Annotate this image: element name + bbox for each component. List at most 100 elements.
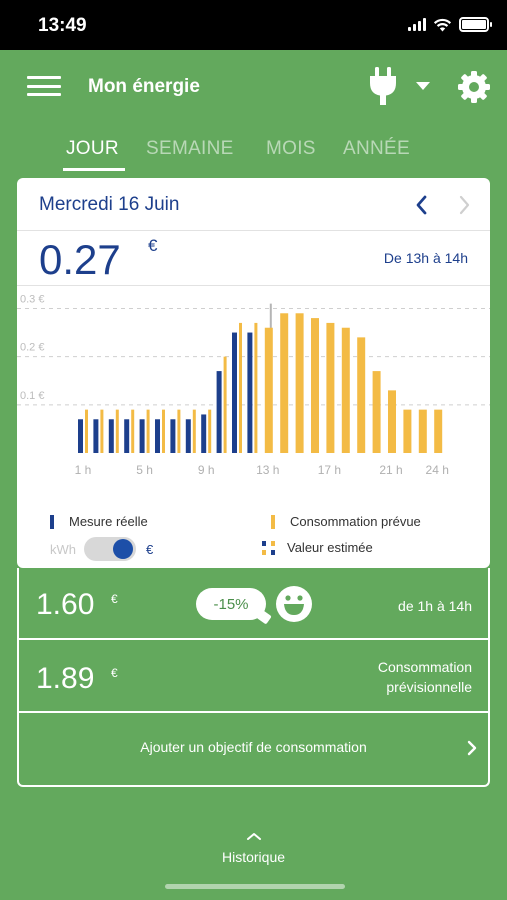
bar-measured bbox=[201, 414, 207, 453]
page-title: Mon énergie bbox=[88, 76, 200, 97]
forecast-consumption-row: 1.89 € Consommation prévisionnelle bbox=[19, 640, 488, 713]
smiley-icon bbox=[276, 586, 312, 622]
bar-forecast bbox=[372, 371, 381, 453]
legend-estimated: Valeur estimée bbox=[262, 540, 373, 555]
hourly-consumption-chart[interactable]: 0.3 € 0.2 € 0.1 € 1 h 5 h 9 h 13 h 17 h 21 h 24 h bbox=[17, 286, 490, 506]
bar-measured bbox=[93, 419, 99, 453]
comparison-percent: -15% bbox=[213, 595, 249, 613]
selected-hour-currency: € bbox=[148, 236, 158, 255]
day-card: Mercredi 16 Juin 0.27 € De 13h à 14h 0.3… bbox=[17, 178, 490, 568]
chevron-up-icon bbox=[246, 833, 261, 840]
add-goal-label: Ajouter un objectif de consommation bbox=[140, 739, 367, 755]
bar-measured bbox=[232, 332, 237, 453]
tab-jour[interactable]: JOUR bbox=[66, 138, 119, 159]
chevron-right-icon[interactable] bbox=[454, 194, 474, 216]
bar-forecast bbox=[357, 337, 366, 453]
bar-forecast bbox=[254, 322, 258, 453]
app-header: Mon énergie bbox=[0, 50, 507, 122]
status-icons bbox=[408, 17, 492, 32]
bar-measured bbox=[170, 419, 176, 453]
unit-toggle[interactable] bbox=[84, 537, 136, 561]
toggle-knob bbox=[113, 539, 133, 559]
bar-forecast bbox=[162, 409, 165, 453]
chevron-down-icon[interactable] bbox=[416, 82, 430, 90]
selected-hour-value: 0.27 bbox=[39, 236, 121, 283]
bar-measured bbox=[247, 332, 253, 453]
x-tick-label: 5 h bbox=[136, 463, 153, 477]
bar-measured bbox=[78, 419, 83, 453]
card-header: Mercredi 16 Juin bbox=[17, 178, 490, 231]
bar-forecast bbox=[146, 409, 150, 453]
x-tick-label: 1 h bbox=[75, 463, 92, 477]
bar-measured bbox=[155, 419, 160, 453]
legend-swatch-estimated bbox=[262, 540, 276, 555]
gear-icon[interactable] bbox=[457, 70, 491, 104]
battery-icon bbox=[459, 17, 492, 32]
bar-measured bbox=[185, 419, 191, 453]
x-tick-label: 17 h bbox=[318, 463, 341, 477]
forecast-caption-line1: Consommation bbox=[377, 659, 472, 675]
tab-mois[interactable]: MOIS bbox=[266, 138, 316, 159]
bar-forecast bbox=[131, 409, 135, 453]
forecast-caption-line2: prévisionnelle bbox=[386, 679, 472, 695]
bar-forecast bbox=[192, 409, 196, 453]
unit-toggle-row: kWh € bbox=[50, 537, 153, 561]
actual-value: 1.60 bbox=[36, 588, 95, 621]
history-button[interactable]: Historique bbox=[0, 828, 507, 865]
legend-swatch-measured bbox=[50, 514, 54, 529]
plug-icon[interactable] bbox=[367, 67, 399, 105]
bar-forecast bbox=[388, 390, 396, 453]
selected-hour-range: De 13h à 14h bbox=[383, 250, 468, 266]
bar-forecast bbox=[264, 327, 273, 453]
bar-forecast bbox=[311, 318, 319, 453]
x-tick-label: 9 h bbox=[198, 463, 215, 477]
chart-legend: Mesure réelle Consommation prévue kWh € … bbox=[17, 508, 490, 568]
y-tick-label: 0.1 € bbox=[20, 390, 44, 402]
bar-forecast bbox=[177, 409, 181, 453]
legend-label-forecast: Consommation prévue bbox=[290, 514, 421, 529]
x-tick-label: 13 h bbox=[256, 463, 279, 477]
y-tick-label: 0.3 € bbox=[20, 293, 44, 305]
x-tick-label: 24 h bbox=[426, 463, 449, 477]
bar-forecast bbox=[326, 322, 335, 453]
bar-forecast bbox=[85, 409, 88, 453]
legend-forecast: Consommation prévue bbox=[271, 514, 421, 529]
unit-eur-label[interactable]: € bbox=[146, 541, 154, 557]
bar-forecast bbox=[280, 313, 289, 453]
forecast-caption: Consommation prévisionnelle bbox=[378, 657, 472, 697]
legend-label-measured: Mesure réelle bbox=[69, 514, 148, 529]
date-label: Mercredi 16 Juin bbox=[39, 194, 180, 215]
bar-forecast bbox=[418, 409, 427, 453]
legend-swatch-forecast bbox=[271, 514, 275, 529]
bar-forecast bbox=[100, 409, 104, 453]
status-time: 13:49 bbox=[38, 15, 87, 36]
history-label: Historique bbox=[221, 849, 286, 865]
active-tab-indicator bbox=[63, 168, 125, 171]
bar-forecast bbox=[223, 356, 227, 453]
actual-consumption-row: 1.60 € -15% de 1h à 14h bbox=[19, 568, 488, 640]
bar-forecast bbox=[208, 409, 212, 453]
add-goal-row[interactable]: Ajouter un objectif de consommation bbox=[19, 713, 488, 785]
hamburger-icon[interactable] bbox=[27, 76, 61, 96]
period-tabs: JOUR SEMAINE MOIS ANNÉE bbox=[0, 138, 507, 171]
bar-forecast bbox=[239, 322, 242, 453]
tab-annee[interactable]: ANNÉE bbox=[343, 138, 410, 159]
bar-forecast bbox=[295, 313, 304, 453]
forecast-currency: € bbox=[111, 666, 118, 680]
x-tick-label: 21 h bbox=[379, 463, 402, 477]
bar-forecast bbox=[341, 327, 350, 453]
bar-forecast bbox=[434, 409, 443, 453]
chevron-left-icon[interactable] bbox=[412, 194, 432, 216]
selected-value-row: 0.27 € De 13h à 14h bbox=[17, 231, 490, 286]
comparison-badge: -15% bbox=[196, 588, 266, 620]
actual-currency: € bbox=[111, 592, 118, 606]
unit-kwh-label[interactable]: kWh bbox=[50, 541, 76, 557]
status-bar: 13:49 bbox=[0, 0, 507, 50]
cellular-signal-icon bbox=[408, 18, 426, 31]
tab-semaine[interactable]: SEMAINE bbox=[146, 138, 234, 159]
legend-measured: Mesure réelle bbox=[50, 514, 148, 529]
bar-measured bbox=[216, 371, 222, 453]
bar-measured bbox=[108, 419, 114, 453]
legend-label-estimated: Valeur estimée bbox=[287, 540, 373, 555]
bar-measured bbox=[139, 419, 145, 453]
